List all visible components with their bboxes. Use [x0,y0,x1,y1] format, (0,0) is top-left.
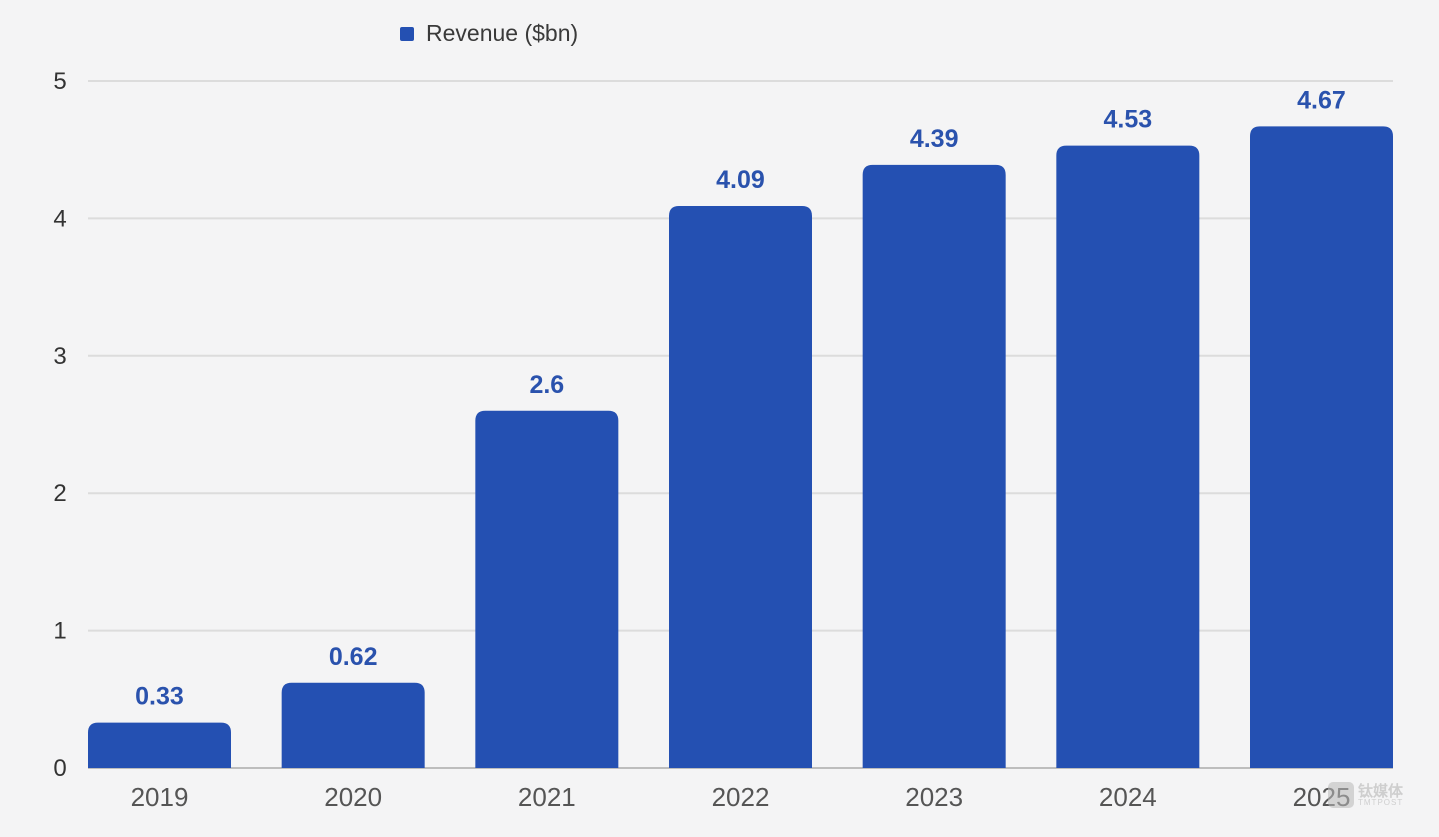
x-tick-label: 2021 [518,782,576,812]
bar-2025 [1250,126,1393,769]
watermark-en: TMTPOST [1358,797,1404,807]
bar-2021 [475,410,619,768]
bars [88,126,1393,769]
watermark-cn: 钛媒体 [1358,782,1404,800]
watermark: 钛媒体 TMTPOST [1328,782,1403,808]
x-tick-label: 2023 [905,782,963,812]
data-label: 4.67 [1297,86,1346,114]
y-tick-label: 2 [53,480,66,507]
legend-label: Revenue ($bn) [426,20,579,46]
y-axis-ticks: 0 1 2 3 4 5 [53,68,66,782]
y-tick-label: 5 [53,68,66,95]
x-tick-label: 2024 [1099,782,1157,812]
legend-swatch [400,26,414,41]
bar-2020 [281,682,425,768]
bar-2022 [669,206,812,768]
legend: Revenue ($bn) [400,20,578,47]
x-axis-ticks: 2019 2020 2021 2022 2023 2024 2025 [131,782,1351,812]
y-tick-label: 4 [53,205,66,232]
bar-2024 [1056,145,1200,768]
bar-2019 [88,722,231,768]
watermark-logo-icon [1328,782,1354,808]
data-label: 0.62 [329,643,378,671]
x-tick-label: 2019 [131,782,189,812]
y-tick-label: 0 [53,755,66,782]
data-labels: 0.33 0.62 2.6 4.09 4.39 4.53 4.67 [135,86,1346,710]
x-tick-label: 2022 [712,782,770,812]
x-tick-label: 2020 [324,782,382,812]
data-label: 4.39 [910,125,959,153]
bar-2023 [862,164,1006,769]
data-label: 4.53 [1103,106,1152,134]
y-tick-label: 1 [53,618,66,645]
data-label: 2.6 [529,371,564,399]
data-label: 4.09 [716,166,765,194]
data-label: 0.33 [135,683,184,711]
y-tick-label: 3 [53,343,66,370]
